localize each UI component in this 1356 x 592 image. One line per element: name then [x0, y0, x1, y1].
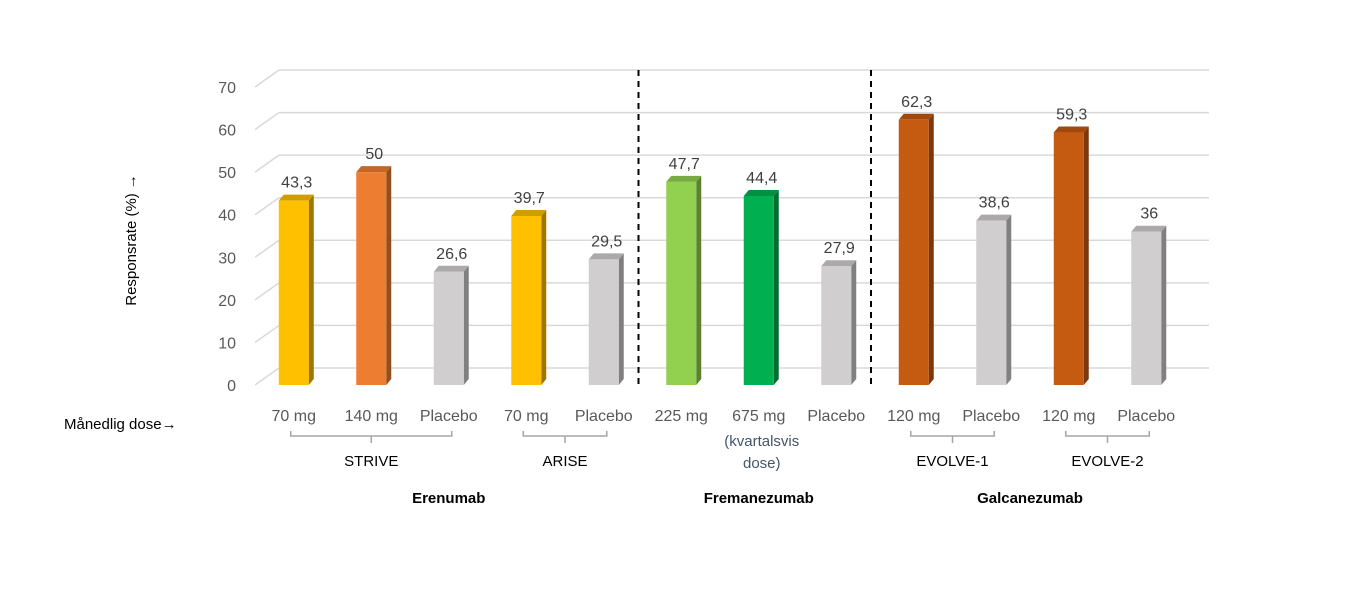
data-label: 36 [1140, 206, 1158, 223]
bar [821, 260, 857, 385]
trial-bracket [1065, 431, 1150, 443]
trial-bracket [910, 431, 995, 443]
group-dividers [637, 70, 872, 388]
y-tick-label: 60 [218, 123, 236, 140]
data-label: 50 [365, 146, 383, 163]
x-category-label: Placebo [1117, 408, 1175, 425]
x-category-label: Placebo [575, 408, 633, 425]
drug-label: Fremanezumab [704, 490, 814, 507]
bar [356, 166, 392, 385]
x-category-label: Placebo [420, 408, 478, 425]
bar [278, 194, 314, 385]
x-category-label: 70 mg [504, 408, 548, 425]
y-tick-label: 50 [218, 165, 236, 182]
bar [511, 209, 547, 385]
x-category-label: 675 mg [732, 408, 785, 425]
trial-label: STRIVE [344, 453, 398, 470]
bar [666, 175, 702, 385]
x-category-label: 120 mg [1042, 408, 1095, 425]
x-category-label: 70 mg [272, 408, 316, 425]
trial-label: ARISE [542, 453, 587, 470]
bar [1053, 126, 1089, 386]
x-category-label: 140 mg [345, 408, 398, 425]
y-tick-label: 10 [218, 335, 236, 352]
y-tick-label: 30 [218, 250, 236, 267]
x-category-label: Placebo [962, 408, 1020, 425]
bar [898, 113, 934, 385]
bar [1131, 225, 1167, 385]
x-category-label: 225 mg [655, 408, 708, 425]
data-label: 38,6 [979, 195, 1010, 212]
drug-label: Erenumab [412, 490, 485, 507]
y-tick-label: 20 [218, 293, 236, 310]
bar [588, 253, 624, 385]
bars [278, 113, 1167, 386]
y-tick-label: 70 [218, 80, 236, 97]
category-note: dose) [743, 455, 781, 472]
y-axis-ticks: 0 10 20 30 40 50 60 70 [218, 80, 236, 395]
gridline [254, 111, 1209, 131]
data-labels: 43,3 50 26,6 39,7 29,5 47,7 44,4 27,9 62,3 38,6 59… [281, 94, 1158, 263]
bar [743, 189, 779, 385]
x-category-label: Placebo [807, 408, 865, 425]
data-label: 29,5 [591, 233, 622, 250]
data-label: 43,3 [281, 175, 312, 192]
data-label: 44,4 [746, 170, 777, 187]
data-label: 26,6 [436, 246, 467, 263]
category-note: (kvartalsvis [724, 433, 799, 450]
trial-bracket [290, 431, 453, 443]
data-label: 27,9 [824, 240, 855, 257]
drug-labels: Erenumab Fremanezumab Galcanezumab [412, 490, 1083, 507]
trial-brackets: STRIVE ARISE EVOLVE-1 EVOLVE-2 [290, 431, 1150, 470]
data-label: 39,7 [514, 190, 545, 207]
data-label: 59,3 [1056, 107, 1087, 124]
y-tick-label: 40 [218, 208, 236, 225]
bar [976, 214, 1012, 385]
gridline [254, 69, 1209, 88]
y-tick-label: 0 [227, 378, 236, 395]
data-label: 62,3 [901, 94, 932, 111]
bar [433, 265, 469, 385]
y-axis-title: Responsrate (%)→ [123, 174, 140, 306]
trial-label: EVOLVE-2 [1071, 453, 1143, 470]
x-category-label: 120 mg [887, 408, 940, 425]
drug-label: Galcanezumab [977, 490, 1083, 507]
x-axis-title: Månedlig dose→ [64, 416, 177, 433]
data-label: 47,7 [669, 156, 700, 173]
x-axis-categories: 70 mg 140 mg Placebo 70 mg Placebo 225 mg 675 … [272, 408, 1176, 472]
trial-label: EVOLVE-1 [916, 453, 988, 470]
trial-bracket [522, 431, 608, 443]
